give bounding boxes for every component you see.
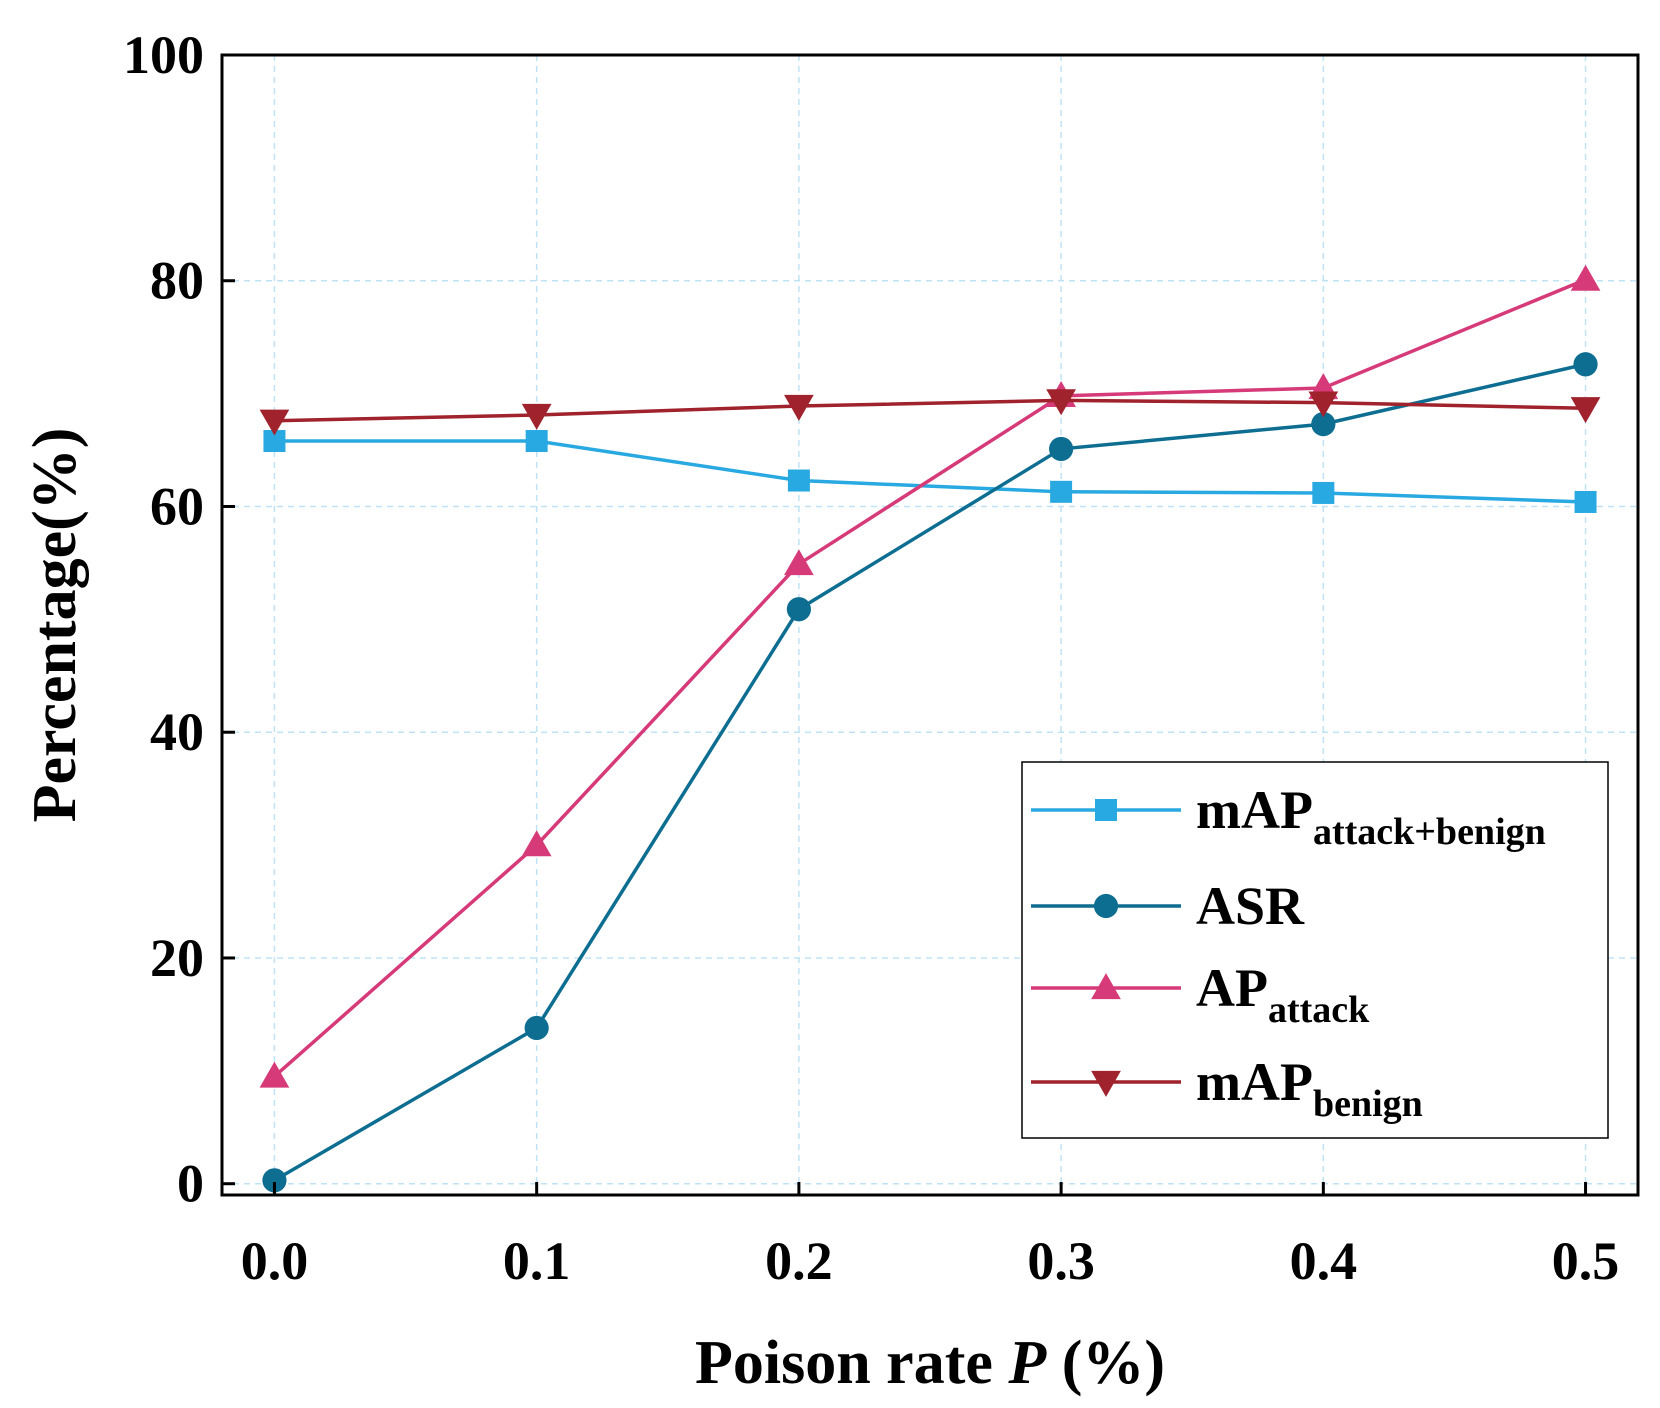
data-point (1570, 397, 1601, 424)
series-1 (263, 430, 1597, 513)
plot-frame (220, 53, 1640, 1197)
data-point (1311, 411, 1336, 437)
data-point (259, 1061, 290, 1088)
series-line (274, 439, 1586, 504)
y-tick-label: 80 (150, 251, 204, 311)
data-point (1046, 389, 1076, 416)
legend: mAPattack+benign ASR APattack mAPbenign (1021, 761, 1609, 1139)
data-point (787, 469, 810, 492)
data-point (1573, 352, 1598, 377)
legend-label: mAPattack+benign (1196, 780, 1546, 853)
legend-item-2: ASR (1031, 876, 1305, 936)
data-point (259, 409, 290, 436)
series-line (273, 362, 1586, 1182)
data-point (1570, 264, 1601, 291)
data-point (786, 597, 811, 622)
series-2 (262, 352, 1598, 1193)
series-4 (259, 389, 1601, 436)
y-tick-label: 20 (150, 928, 204, 988)
data-point (1050, 480, 1073, 503)
legend-marker (1091, 973, 1121, 1000)
data-point (521, 830, 552, 857)
series-line (273, 277, 1587, 1078)
data-point (263, 430, 286, 453)
y-tick-label: 0 (177, 1154, 204, 1214)
data-point (784, 394, 814, 421)
data-point (521, 403, 552, 430)
legend-item-3: APattack (1031, 958, 1370, 1031)
legend-label: ASR (1196, 876, 1305, 936)
data-point (1308, 391, 1339, 418)
x-tick-label: 0.5 (1552, 1231, 1620, 1291)
x-tick-label: 0.3 (1027, 1231, 1095, 1291)
data-point (1574, 490, 1597, 513)
legend-label: APattack (1196, 958, 1370, 1031)
ticks: 0.0 0.1 0.2 0.3 0.4 0.5 0 20 40 60 80 100 (123, 25, 1619, 1291)
data-point (262, 1168, 287, 1193)
data-point (1049, 436, 1074, 462)
legend-marker (1095, 799, 1117, 821)
series-layer (259, 264, 1601, 1193)
data-point (784, 549, 814, 576)
legend-item-4: mAPbenign (1031, 1052, 1423, 1125)
x-tick-label: 0.4 (1290, 1231, 1358, 1291)
data-point (524, 1015, 549, 1041)
data-point (525, 430, 548, 453)
x-tick-label: 0.0 (241, 1231, 309, 1291)
y-tick-label: 40 (150, 702, 204, 762)
legend-box (1021, 761, 1609, 1139)
legend-label: mAPbenign (1196, 1052, 1423, 1125)
series-line (274, 398, 1586, 423)
y-tick-label: 60 (150, 476, 204, 536)
y-axis-title: Percentage(%) (21, 428, 89, 823)
x-tick-label: 0.2 (765, 1231, 833, 1291)
legend-item-1: mAPattack+benign (1031, 780, 1546, 853)
legend-marker (1091, 1070, 1121, 1097)
x-tick-label: 0.1 (503, 1231, 571, 1291)
x-axis-title: Poison rate P (%) (695, 1329, 1165, 1397)
data-point (1312, 481, 1335, 504)
y-tick-label: 100 (123, 25, 204, 85)
legend-marker (1093, 893, 1119, 919)
